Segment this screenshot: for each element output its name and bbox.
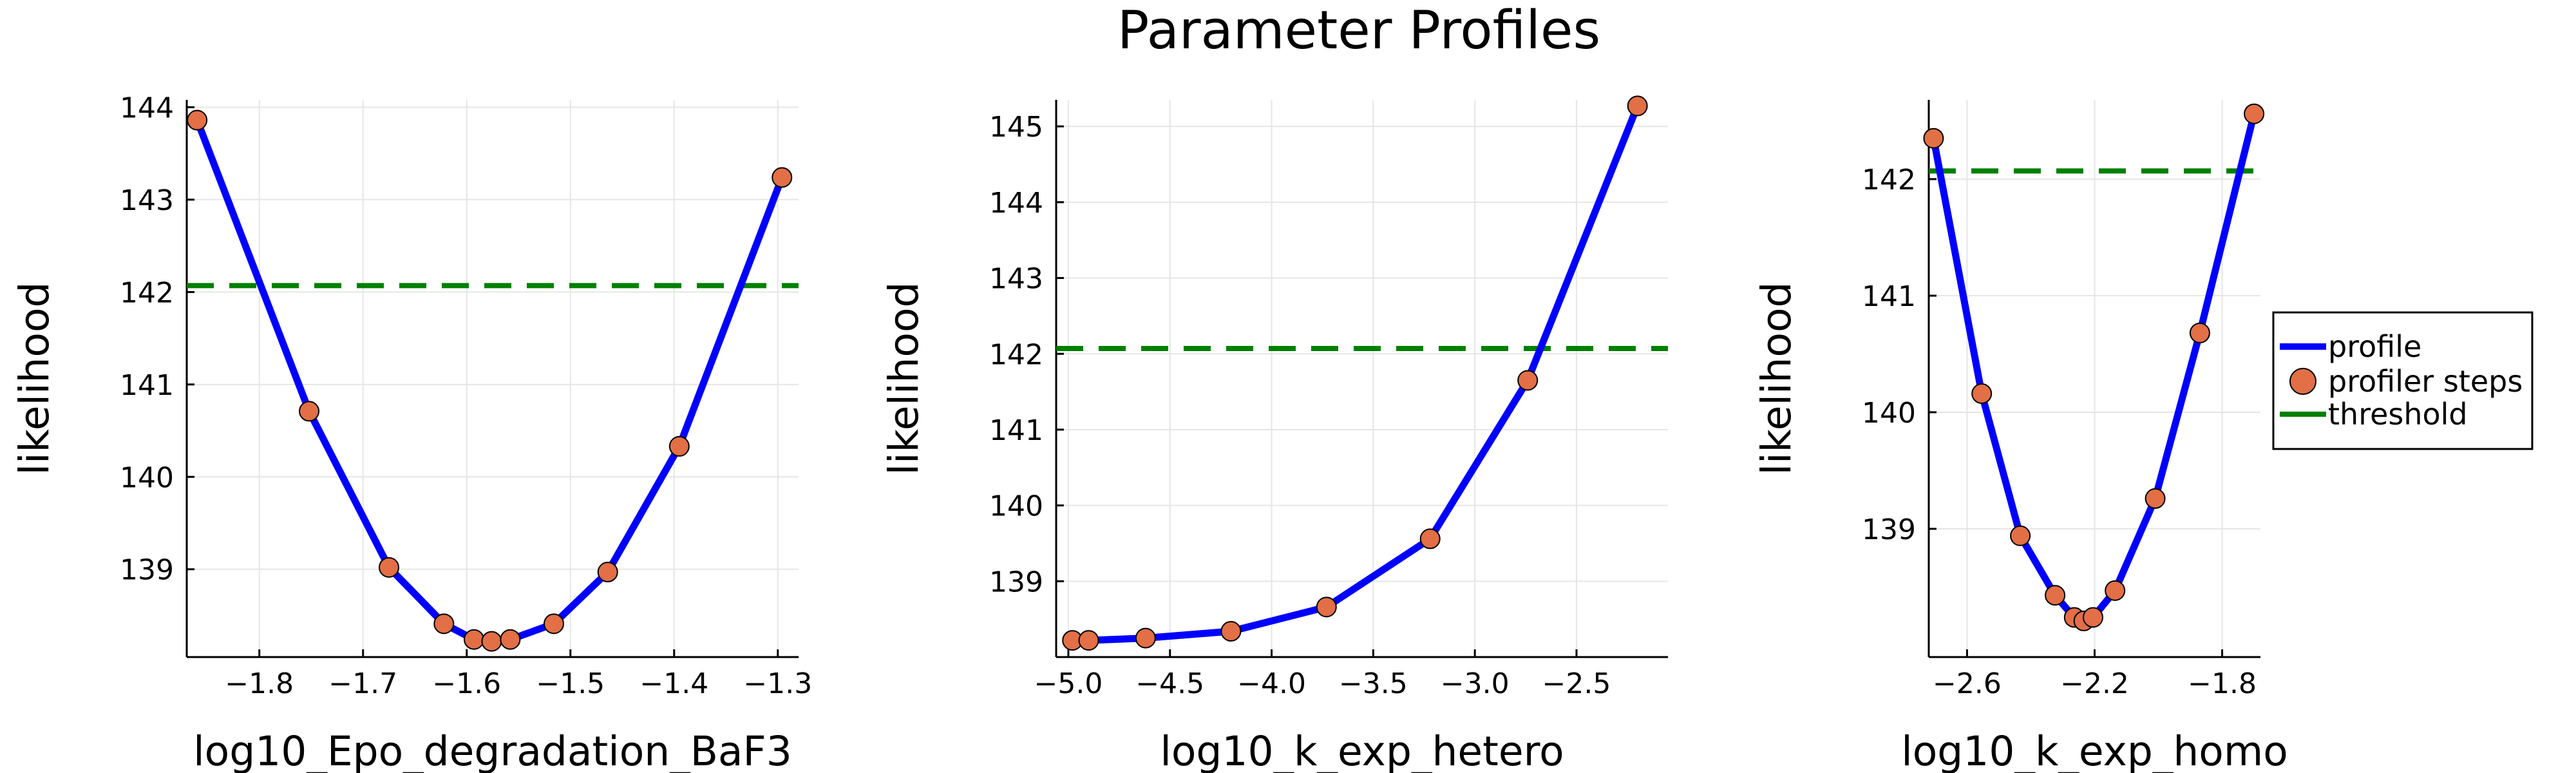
legend-threshold-label: threshold (2328, 397, 2468, 432)
profiler-step-point (433, 613, 455, 635)
profiler-step-point (378, 557, 399, 578)
profiler-step-point (1135, 627, 1156, 649)
y-tick-label: 143 (120, 184, 174, 217)
profiler-step-point (1627, 95, 1648, 117)
panel-epo-degradation: −1.8 −1.7 −1.6 −1.5 −1.4 −1.3 139 140 141 142 143 1… (11, 91, 812, 773)
profiler-step-point (500, 629, 521, 650)
x-tick-label: −4.5 (1135, 667, 1204, 700)
y-tick-label: 141 (120, 369, 174, 402)
profiler-step-point (1316, 596, 1337, 618)
profiler-step-point (464, 629, 485, 650)
y-tick-label: 141 (989, 414, 1043, 447)
profiler-step-point (2145, 488, 2166, 509)
x-tick-label: −2.6 (1933, 667, 2002, 700)
profiler-step-point (481, 631, 502, 652)
profile-line (1929, 110, 2258, 625)
panel-k-exp-hetero: −5.0 −4.5 −4.0 −3.5 −3.0 −2.5 139 140 141 142 143 1… (880, 95, 1668, 773)
y-axis-label: likelihood (11, 282, 58, 475)
y-axis-label: likelihood (880, 282, 927, 475)
x-tick-label: −3.0 (1441, 667, 1510, 700)
panel-k-exp-homo: −2.6 −2.2 −1.8 139 140 141 142 log10_k_exp_homo… (1753, 100, 2288, 773)
x-axis-label: log10_k_exp_homo (1901, 728, 2288, 773)
y-tick-label: 140 (120, 461, 174, 494)
profile-line (193, 117, 786, 645)
y-tick-label: 142 (1862, 164, 1916, 196)
profiler-step-point (1419, 528, 1441, 549)
y-tick-label: 140 (989, 490, 1043, 523)
y-tick-label: 139 (120, 554, 174, 587)
legend-profile-label: profile (2328, 329, 2421, 364)
profiler-step-point (2083, 607, 2104, 628)
x-tick-label: −2.2 (2060, 667, 2129, 700)
y-tick-label: 143 (989, 263, 1043, 296)
x-tick-label: −1.3 (743, 667, 812, 700)
profiler-step-point (2105, 580, 2126, 601)
x-tick-label: −1.8 (2188, 667, 2257, 700)
y-tick-label: 142 (989, 338, 1043, 371)
profiler-step-point (1220, 620, 1242, 642)
y-tick-label: 140 (1862, 397, 1916, 430)
y-tick-label: 141 (1862, 280, 1916, 313)
profiler-step-point (597, 562, 618, 583)
profiler-step-point (2189, 322, 2210, 343)
y-tick-label: 139 (989, 566, 1043, 598)
x-tick-label: −1.4 (639, 667, 708, 700)
y-axis-label: likelihood (1753, 282, 1800, 475)
legend: profile profiler steps threshold (2272, 311, 2533, 450)
profile-line (1068, 102, 1642, 644)
profiler-step-point (1517, 370, 1539, 391)
profiler-step-point (544, 613, 564, 635)
x-axis-label: log10_Epo_degradation_BaF3 (193, 728, 792, 773)
x-tick-label: −5.0 (1034, 667, 1103, 700)
y-tick-label: 142 (120, 276, 174, 309)
x-tick-label: −1.6 (432, 667, 501, 700)
x-tick-label: −1.7 (328, 667, 397, 700)
y-tick-label: 139 (1862, 513, 1916, 546)
x-tick-label: −2.5 (1542, 667, 1611, 700)
y-tick-label: 144 (120, 91, 174, 124)
profiler-step-point (299, 401, 319, 422)
profiler-step-point (772, 167, 793, 188)
profiler-step-point (668, 435, 690, 457)
legend-profiler-steps-label: profiler steps (2328, 364, 2523, 399)
profiler-step-point (1971, 383, 1993, 405)
profiler-step-point (1923, 128, 1944, 149)
y-tick-label: 145 (989, 111, 1043, 144)
profiler-step-point (2045, 585, 2066, 606)
x-tick-label: −4.0 (1237, 667, 1306, 700)
x-tick-label: −1.5 (536, 667, 605, 700)
x-tick-label: −1.8 (225, 667, 294, 700)
x-tick-label: −3.5 (1339, 667, 1408, 700)
legend-box (2272, 311, 2533, 450)
profiler-step-point (2244, 103, 2265, 124)
figure-title: Parameter Profiles (1117, 0, 1600, 61)
x-axis-label: log10_k_exp_hetero (1160, 728, 1564, 773)
legend-profiler-steps-swatch (2289, 368, 2316, 395)
profiler-step-point (1078, 630, 1099, 651)
profiler-step-point (187, 110, 208, 131)
profiler-step-point (2010, 525, 2031, 546)
y-tick-label: 144 (989, 187, 1043, 220)
